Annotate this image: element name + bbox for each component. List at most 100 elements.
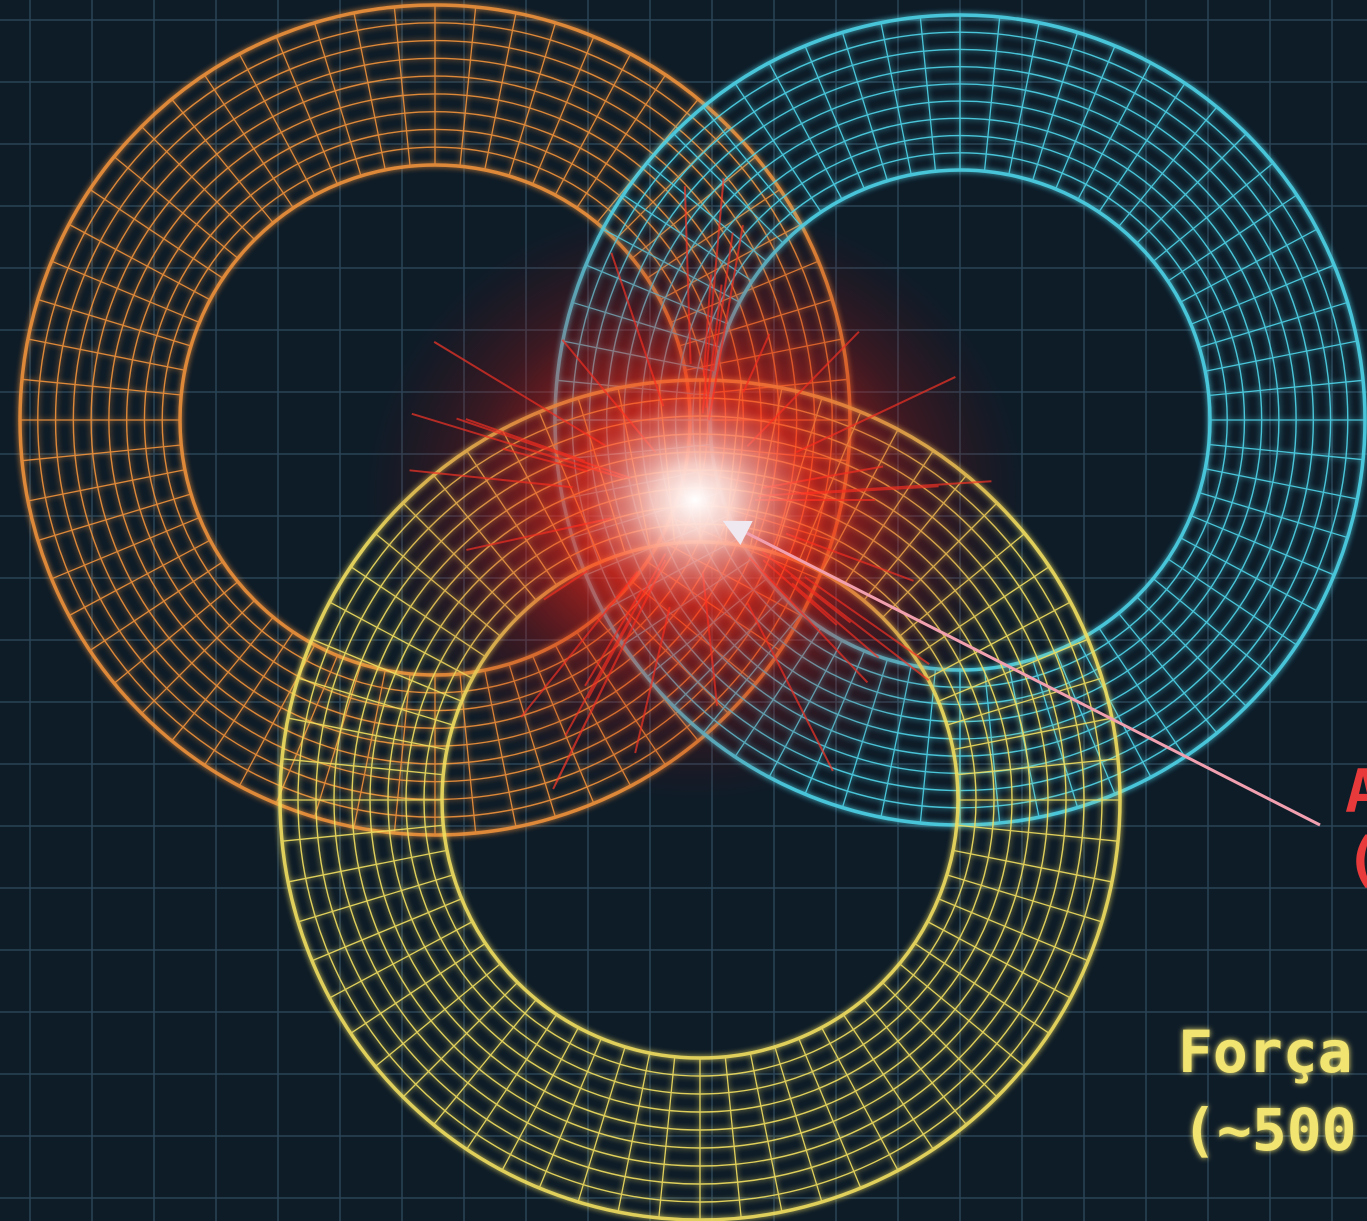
torus-meridian [238,53,316,196]
torus-meridian [946,874,1103,923]
torus-meridian [1205,468,1358,500]
torus-meridian [804,45,865,190]
torus-meridian [297,874,454,923]
torus-meridian [37,298,192,347]
torus-meridian [484,12,517,171]
torus-meridian [171,98,274,224]
torus-meridian [203,74,294,209]
torus-meridian [51,260,200,324]
torus-meridian [1055,45,1116,190]
torus-meridian [749,1052,783,1213]
torus-meridian [952,717,1113,751]
torus-meridian [1190,264,1335,325]
red-label: A [1345,757,1367,827]
torus-meridian [938,898,1089,962]
torus-meridian [459,6,477,167]
torus-meridian [1167,558,1298,646]
torus-meridian [37,493,192,542]
torus-meridian [297,677,454,726]
torus-meridian [1136,133,1247,244]
pointer-arrow [722,520,1321,827]
torus-meridian [374,963,501,1067]
torus-meridian [203,631,294,766]
torus-meridian [1190,515,1335,576]
torus-meridian [1098,82,1186,213]
torus-meridian [983,16,1001,172]
red-label: ( [1345,825,1367,895]
torus-meridian [702,106,802,228]
torus-meridian [68,223,211,301]
torus-meridian [466,1014,558,1150]
torus-meridian [538,1038,602,1189]
torus-meridian [821,1027,899,1171]
torus-meridian [21,444,182,462]
torus-meridian [841,32,889,181]
torus-meridian [914,942,1050,1034]
torus-meridian [287,717,448,751]
torus-meridian [956,824,1119,842]
torus-meridian [842,1014,934,1150]
torus-meridian [68,539,211,617]
torus-meridian [554,53,632,196]
torus-meridian [311,638,462,702]
torus-meridian [141,126,256,241]
torus-meridian [353,12,386,171]
torus-meridian [51,516,200,580]
torus-meridian [1152,578,1274,678]
energy-glow [365,200,1025,800]
torus-meridian [21,378,182,396]
torus-meridian [956,758,1119,776]
torus-meridian [1118,106,1218,228]
torus-meridian [281,824,444,842]
torus-meridian [1008,22,1040,175]
torus-meridian [734,82,822,213]
torus-meridian [113,156,239,259]
torus-meridian [1180,537,1318,612]
torus-meridian [275,655,339,804]
torus-meridian [983,668,1001,824]
torus-meridian [281,758,444,776]
torus-meridian [1167,194,1298,282]
torus-meridian [1055,650,1116,795]
torus-meridian [1136,596,1247,707]
torus-meridian [724,1056,742,1219]
torus-meridian [329,921,473,999]
torus-meridian [287,849,448,883]
torus-meridian [658,1056,676,1219]
torus-meridian [508,22,557,177]
torus-meridian [27,338,186,371]
torus-meridian [311,898,462,962]
torus-meridian [919,16,937,172]
torus-meridian [313,22,362,177]
torus-meridian [1008,665,1040,818]
torus-meridian [880,22,912,175]
torus-meridian [27,469,186,502]
torus-meridian [1199,491,1348,539]
torus-meridian [113,581,239,684]
torus-meridian [577,1046,626,1203]
torus-meridian [768,62,843,200]
torus-meridian [1077,62,1152,200]
torus-meridian [1208,443,1364,461]
torus-meridian [881,981,998,1098]
torus-meridian [1199,301,1348,349]
torus-meridian [141,599,256,714]
torus-meridian [353,669,386,828]
torus-meridian [1180,228,1318,303]
torus-meridian [1031,32,1079,181]
torus-meridian [89,561,224,652]
torus-meridian [576,74,667,209]
torus-meridian [433,999,537,1126]
torus-meridian [946,677,1103,726]
torus-meridian [617,1052,651,1213]
torus-meridian [402,981,519,1098]
torus-meridian [1098,627,1186,758]
torus-meridian [1077,640,1152,778]
torus-meridian [501,1027,579,1171]
torus-meridian [952,849,1113,883]
torus-meridian [531,36,595,185]
torus-meridian [927,921,1071,999]
torus-meridian [1205,340,1358,372]
torus-meridian [774,1046,823,1203]
